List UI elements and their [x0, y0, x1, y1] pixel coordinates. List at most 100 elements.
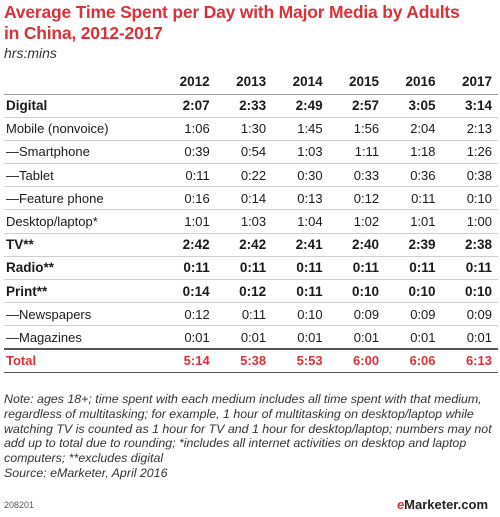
- value-cell: 0:11: [159, 256, 216, 281]
- value-cell: 1:01: [159, 209, 216, 234]
- value-cell: 0:09: [328, 302, 386, 327]
- value-cell: 0:01: [159, 325, 216, 350]
- value-cell: 1:11: [328, 140, 386, 165]
- value-cell: 3:14: [441, 94, 498, 118]
- column-header-2016: 2016: [385, 70, 442, 95]
- value-cell: 0:13: [272, 186, 329, 211]
- value-cell: 2:40: [328, 233, 386, 257]
- logo-name: Marketer: [404, 497, 458, 512]
- value-cell: 0:01: [328, 325, 386, 350]
- chart-subtitle: hrs:mins: [4, 45, 57, 61]
- value-cell: 0:54: [215, 140, 273, 165]
- value-cell: 6:13: [441, 348, 498, 373]
- value-cell: 0:16: [159, 186, 216, 211]
- column-header-2012: 2012: [159, 70, 216, 95]
- value-cell: 0:01: [272, 325, 329, 350]
- value-cell: 0:38: [441, 163, 498, 188]
- table-row: Mobile (nonvoice) 1:06 1:30 1:45 1:56 2:04 2:1…: [4, 117, 498, 141]
- logo-e: e: [396, 497, 405, 512]
- total-row: Total 5:14 5:38 5:53 6:00 6:06 6:13: [4, 348, 498, 373]
- value-cell: 0:01: [385, 325, 442, 350]
- row-label: —Feature phone: [4, 186, 160, 211]
- table-row: —Magazines 0:01 0:01 0:01 0:01 0:01 0:01: [4, 325, 498, 350]
- table-row: TV** 2:42 2:42 2:41 2:40 2:39 2:38: [4, 233, 498, 257]
- value-cell: 0:14: [159, 279, 216, 304]
- value-cell: 0:11: [215, 256, 273, 281]
- row-label: —Smartphone: [4, 140, 160, 165]
- value-cell: 0:11: [159, 163, 216, 188]
- value-cell: 2:49: [272, 94, 329, 118]
- table-row: Digital 2:07 2:33 2:49 2:57 3:05 3:14: [4, 94, 498, 118]
- value-cell: 0:11: [215, 302, 273, 327]
- header-label-cell: [4, 70, 160, 95]
- value-cell: 0:11: [328, 256, 386, 281]
- table-row: Radio** 0:11 0:11 0:11 0:11 0:11 0:11: [4, 256, 498, 281]
- value-cell: 2:38: [441, 233, 498, 257]
- value-cell: 5:14: [159, 348, 216, 373]
- value-cell: 5:38: [215, 348, 273, 373]
- value-cell: 5:53: [272, 348, 329, 373]
- value-cell: 0:09: [385, 302, 442, 327]
- row-label: —Magazines: [4, 325, 160, 350]
- value-cell: 0:39: [159, 140, 216, 165]
- chart-title: Average Time Spent per Day with Major Me…: [4, 2, 460, 43]
- value-cell: 2:07: [159, 94, 216, 118]
- value-cell: 0:01: [441, 325, 498, 350]
- row-label: Digital: [4, 94, 160, 118]
- row-label: —Tablet: [4, 163, 160, 188]
- value-cell: 2:39: [385, 233, 442, 257]
- logo-suffix: .com: [457, 497, 488, 512]
- value-cell: 0:11: [272, 279, 329, 304]
- column-header-2014: 2014: [272, 70, 329, 95]
- value-cell: 1:45: [272, 117, 329, 141]
- emarketer-logo: eMarketer.com: [397, 497, 488, 512]
- value-cell: 2:33: [215, 94, 273, 118]
- row-label: TV**: [4, 233, 160, 257]
- row-label: Radio**: [4, 256, 160, 281]
- row-label: Total: [4, 348, 160, 373]
- value-cell: 1:00: [441, 209, 498, 234]
- value-cell: 0:30: [272, 163, 329, 188]
- table-row: Desktop/laptop* 1:01 1:03 1:04 1:02 1:01 1:00: [4, 209, 498, 234]
- value-cell: 0:12: [215, 279, 273, 304]
- value-cell: 2:04: [385, 117, 442, 141]
- value-cell: 0:11: [441, 256, 498, 281]
- row-label: —Newspapers: [4, 302, 160, 327]
- value-cell: 0:36: [385, 163, 442, 188]
- value-cell: 0:10: [328, 279, 386, 304]
- column-header-2015: 2015: [328, 70, 386, 95]
- value-cell: 2:42: [215, 233, 273, 257]
- table-row: —Tablet 0:11 0:22 0:30 0:33 0:36 0:38: [4, 163, 498, 188]
- value-cell: 1:02: [328, 209, 386, 234]
- value-cell: 1:04: [272, 209, 329, 234]
- value-cell: 0:09: [441, 302, 498, 327]
- value-cell: 2:57: [328, 94, 386, 118]
- value-cell: 0:11: [272, 256, 329, 281]
- value-cell: 1:01: [385, 209, 442, 234]
- value-cell: 2:13: [441, 117, 498, 141]
- value-cell: 1:03: [215, 209, 273, 234]
- value-cell: 0:14: [215, 186, 273, 211]
- value-cell: 0:12: [328, 186, 386, 211]
- value-cell: 0:01: [215, 325, 273, 350]
- table-row: —Smartphone 0:39 0:54 1:03 1:11 1:18 1:26: [4, 140, 498, 165]
- header-row: 2012 2013 2014 2015 2016 2017: [4, 70, 498, 95]
- value-cell: 0:12: [159, 302, 216, 327]
- table-row: —Newspapers 0:12 0:11 0:10 0:09 0:09 0:09: [4, 302, 498, 327]
- note-text: Note: ages 18+; time spent with each med…: [4, 392, 492, 466]
- value-cell: 6:06: [385, 348, 442, 373]
- value-cell: 0:11: [385, 256, 442, 281]
- value-cell: 0:10: [272, 302, 329, 327]
- value-cell: 1:06: [159, 117, 216, 141]
- value-cell: 3:05: [385, 94, 442, 118]
- column-header-2013: 2013: [215, 70, 273, 95]
- value-cell: 0:10: [441, 186, 498, 211]
- value-cell: 0:11: [385, 186, 442, 211]
- value-cell: 1:18: [385, 140, 442, 165]
- data-table: 2012 2013 2014 2015 2016 2017 Digital 2:0…: [4, 70, 498, 373]
- row-label: Desktop/laptop*: [4, 209, 160, 234]
- value-cell: 1:03: [272, 140, 329, 165]
- value-cell: 2:42: [159, 233, 216, 257]
- value-cell: 1:26: [441, 140, 498, 165]
- chart-id: 208201: [4, 500, 35, 510]
